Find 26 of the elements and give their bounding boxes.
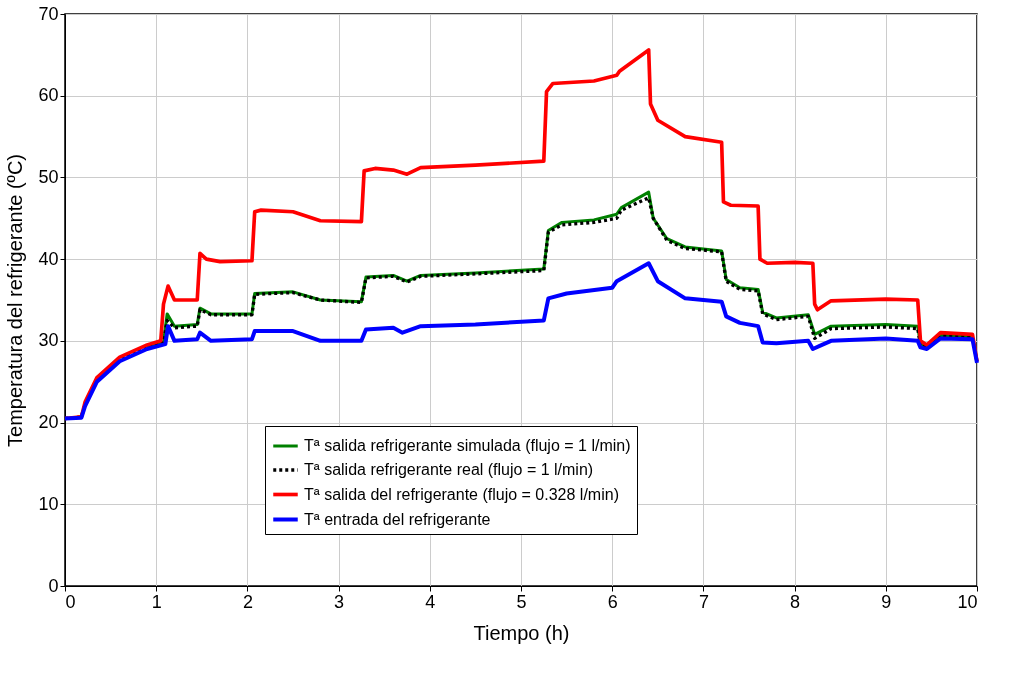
x-tick-label: 4 [425,591,436,612]
y-tick-label: 60 [38,85,59,106]
legend-label: Tª entrada del refrigerante [304,510,491,528]
y-tick-label: 10 [38,493,59,514]
x-tick-label: 5 [516,591,527,612]
line-series [63,261,979,421]
x-tick-label: 0 [65,591,76,612]
x-tick-label: 1 [151,591,162,612]
x-tick-label: 8 [790,591,801,612]
x-tick-label: 2 [242,591,253,612]
y-tick-label: 30 [38,330,59,351]
y-tick-label: 20 [38,412,59,433]
x-tick-label: 10 [957,591,978,612]
legend-label: Tª salida refrigerante simulada (flujo = 1 l/min) [304,437,631,454]
legend-label: Tª salida refrigerante real (flujo = 1 l/min) [304,461,594,478]
x-tick-label: 3 [334,591,345,612]
y-tick-label: 40 [38,248,59,269]
x-tick-label: 9 [881,591,892,612]
y-tick-label: 0 [48,575,59,596]
x-axis-title: Tiempo (h) [473,621,570,644]
y-axis-title: Temperatura del refrigerante (ºC) [4,154,27,447]
y-tick-label: 50 [38,166,59,187]
x-tick-label: 7 [698,591,709,612]
legend-label: Tª salida del refrigerante (flujo = 0.328 l/min) [304,485,619,503]
x-tick-label: 6 [607,591,618,612]
y-tick-label: 70 [38,3,59,24]
